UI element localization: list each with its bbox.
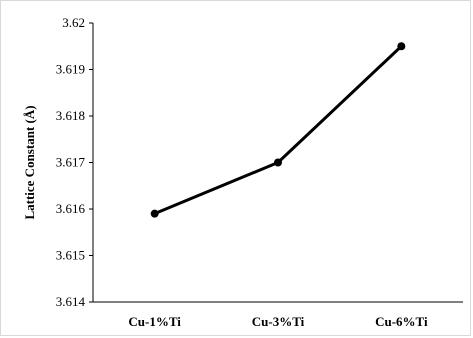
y-tick-label: 3.618 [56, 108, 85, 123]
y-tick-labels: 3.614 3.615 3.616 3.617 3.618 3.619 3.62 [56, 15, 93, 309]
data-point [150, 209, 159, 218]
series-group [150, 42, 406, 218]
series-line [154, 45, 403, 216]
y-tick-label: 3.614 [56, 294, 86, 309]
x-category-label: Cu-6%Ti [375, 314, 428, 329]
x-category-label: Cu-3%Ti [252, 314, 305, 329]
x-category-label: Cu-1%Ti [128, 314, 181, 329]
y-tick-label: 3.617 [56, 155, 86, 170]
y-tick-label: 3.62 [62, 15, 85, 30]
y-tick-label: 3.616 [56, 201, 86, 216]
y-tick-label: 3.619 [56, 62, 85, 77]
data-point [274, 158, 282, 167]
y-axis-label: Lattice Constant (Å) [22, 105, 37, 219]
y-tick-label: 3.615 [56, 248, 85, 263]
data-point [397, 42, 406, 51]
x-tick-labels: Cu-1%Ti Cu-3%Ti Cu-6%Ti [128, 314, 428, 329]
